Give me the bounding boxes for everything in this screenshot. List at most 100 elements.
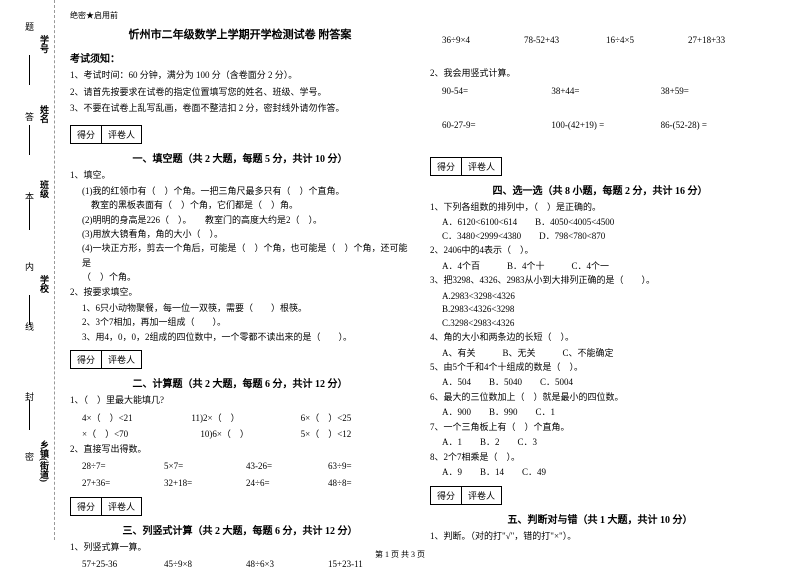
score-box: 得分 评卷人	[70, 125, 142, 144]
q1-item: (4)一块正方形，剪去一个角后，可能是（ ）个角，也可能是（ ）个角，还可能是	[70, 241, 410, 270]
calc-row: 36÷9×4 78-52+43 16÷4×5 27+18+33	[430, 32, 770, 48]
calc-item: 100-(42+19) =	[551, 117, 660, 133]
calc-item: 28÷7=	[82, 458, 164, 474]
choice-q8: 8、2个7相乘是（ ）。	[430, 450, 770, 464]
bind-field	[20, 200, 30, 230]
seal-char: 答	[25, 110, 34, 123]
bind-label-school: 学校	[38, 275, 51, 293]
secrecy-mark: 绝密★启用前	[70, 10, 410, 21]
seal-char: 线	[25, 320, 34, 333]
right-column: 36÷9×4 78-52+43 16÷4×5 27+18+33 2、我会用竖式计…	[420, 10, 780, 535]
q1-main: 1、填空。	[70, 168, 410, 182]
marker-label: 评卷人	[102, 498, 141, 515]
left-column: 绝密★启用前 忻州市二年级数学上学期开学检测试卷 附答案 考试须知： 1、考试时…	[60, 10, 420, 535]
bind-field	[20, 125, 30, 155]
choice-opt: C.3298<2983<4326	[430, 317, 770, 331]
section-2-title: 二、计算题（共 2 大题，每题 6 分，共计 12 分）	[70, 375, 410, 390]
calc-item: 90-54=	[442, 83, 551, 99]
choice-opt: B.2983<4326<3298	[430, 303, 770, 317]
q1-item: （ ）个角。	[70, 270, 410, 284]
choice-opt: A．4个百 B．4个十 C．4个一	[430, 260, 770, 274]
notice-item: 3、不要在试卷上乱写乱画，卷面不整洁扣 2 分，密封线外请勿作答。	[70, 102, 410, 116]
calc-item: 38+44=	[551, 83, 660, 99]
choice-opt: C．3480<2999<4380 D．798<780<870	[430, 230, 770, 244]
calc-item: 5×（ ）<12	[301, 426, 410, 442]
calc-item: 48÷8=	[328, 475, 410, 491]
calc-item: 27+18+33	[688, 32, 770, 48]
calc2-main: 2、直接写出得数。	[70, 442, 410, 456]
choice-q2: 2、2406中的4表示（ ）。	[430, 243, 770, 257]
notice-item: 2、请首先按要求在试卷的指定位置填写您的姓名、班级、学号。	[70, 86, 410, 100]
choice-opt: A.2983<3298<4326	[430, 290, 770, 304]
calc-item: 38+59=	[661, 83, 770, 99]
q2-item: 1、6只小动物聚餐，每一位一双筷，需要（ ）根筷。	[70, 301, 410, 315]
q1-item: 教室的黑板表面有（ ）个角，它们都是（ ）角。	[70, 198, 410, 212]
seal-char: 内	[25, 260, 34, 273]
choice-opt: A、有关 B、无关 C、不能确定	[430, 347, 770, 361]
q2-main: 2、按要求填空。	[70, 285, 410, 299]
exam-title: 忻州市二年级数学上学期开学检测试卷 附答案	[70, 26, 410, 42]
calc-row: 4×（ ）<21 11)2×（ ） 6×（ ）<25	[70, 410, 410, 426]
score-label: 得分	[431, 487, 462, 504]
calc-row: ×（ ）<70 10)6×（ ） 5×（ ）<12	[70, 426, 410, 442]
calc-item: 6×（ ）<25	[301, 410, 410, 426]
section-5-title: 五、判断对与错（共 1 大题，共计 10 分）	[430, 511, 770, 526]
choice-q4: 4、角的大小和两条边的长短（ ）。	[430, 330, 770, 344]
score-box: 得分 评卷人	[430, 486, 502, 505]
q2-item: 2、3个7相加，再加一组成（ ）。	[70, 315, 410, 329]
calc-item: 78-52+43	[524, 32, 606, 48]
choice-q3: 3、把3298、4326、2983从小到大排列正确的是（ ）。	[430, 273, 770, 287]
score-label: 得分	[431, 158, 462, 175]
choice-q7: 7、一个三角板上有（ ）个直角。	[430, 420, 770, 434]
binding-margin: 学号 姓名 班级 学校 乡镇(街道) 题 答 本 内 线 封 密	[0, 0, 55, 540]
choice-opt: A．900 B．990 C．1	[430, 406, 770, 420]
marker-label: 评卷人	[462, 158, 501, 175]
choice-q1: 1、下列各组数的排列中，（ ）是正确的。	[430, 200, 770, 214]
calc-row: 60-27-9= 100-(42+19) = 86-(52-28) =	[430, 117, 770, 133]
score-label: 得分	[71, 126, 102, 143]
calc-item: 63÷9=	[328, 458, 410, 474]
marker-label: 评卷人	[102, 126, 141, 143]
calc-item: 11)2×（ ）	[191, 410, 300, 426]
q1-item: (3)用放大镜看角，角的大小（ ）。	[70, 227, 410, 241]
score-box: 得分 评卷人	[70, 497, 142, 516]
calc-item: 43-26=	[246, 458, 328, 474]
q2-item: 3、用4，0，0，2组成的四位数中，一个零都不读出来的是（ ）。	[70, 330, 410, 344]
calc-item: 10)6×（ ）	[191, 426, 300, 442]
q1-item: (1)我的红领巾有（ ）个角。一把三角尺最多只有（ ）个直角。	[70, 184, 410, 198]
calc-row: 28÷7= 5×7= 43-26= 63÷9=	[70, 458, 410, 474]
calc-item: 36÷9×4	[442, 32, 524, 48]
choice-opt: A．504 B．5040 C．5004	[430, 376, 770, 390]
bind-label-id: 学号	[38, 35, 51, 53]
marker-label: 评卷人	[102, 351, 141, 368]
page-footer: 第 1 页 共 3 页	[0, 549, 800, 560]
calc-item: 60-27-9=	[442, 117, 551, 133]
choice-q6: 6、最大的三位数加上（ ）就是最小的四位数。	[430, 390, 770, 404]
calc-item: 24÷6=	[246, 475, 328, 491]
section-3-title: 三、列竖式计算（共 2 大题，每题 6 分，共计 12 分）	[70, 522, 410, 537]
notice-title: 考试须知：	[70, 50, 410, 65]
seal-char: 封	[25, 390, 34, 403]
choice-opt: A．1 B．2 C．3	[430, 436, 770, 450]
marker-label: 评卷人	[462, 487, 501, 504]
calc-item: 86-(52-28) =	[661, 117, 770, 133]
page-content: 绝密★启用前 忻州市二年级数学上学期开学检测试卷 附答案 考试须知： 1、考试时…	[0, 0, 800, 540]
calc-item: 16÷4×5	[606, 32, 688, 48]
calc-row: 90-54= 38+44= 38+59=	[430, 83, 770, 99]
bind-label-name: 姓名	[38, 105, 51, 123]
judge-main: 1、判断。（对的打"√"，错的打"×"）。	[430, 529, 770, 543]
choice-opt: A．9 B．14 C．49	[430, 466, 770, 480]
calc1-main: 1、（ ）里最大能填几?	[70, 393, 410, 407]
section-4-title: 四、选一选（共 8 小题，每题 2 分，共计 16 分）	[430, 182, 770, 197]
bind-label-class: 班级	[38, 180, 51, 198]
seal-char: 题	[25, 20, 34, 33]
calc-item: 27+36=	[82, 475, 164, 491]
seal-char: 本	[25, 190, 34, 203]
bind-field	[20, 400, 30, 430]
bind-field	[20, 55, 30, 85]
calc-item: 32+18=	[164, 475, 246, 491]
bind-label-town: 乡镇(街道)	[38, 440, 51, 482]
q1-item: (2)明明的身高是226（ ）。 教室门的高度大约是2（ ）。	[70, 213, 410, 227]
calc-item: 4×（ ）<21	[82, 410, 191, 426]
score-label: 得分	[71, 498, 102, 515]
